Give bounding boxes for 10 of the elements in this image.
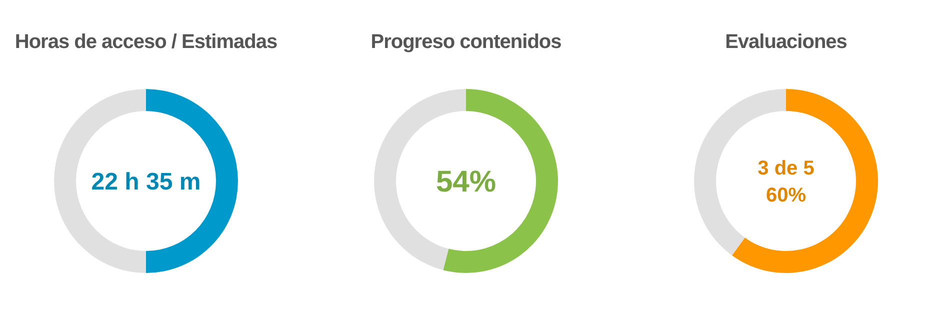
text: 54%	[436, 166, 496, 198]
text: 60%	[766, 184, 806, 206]
text: 22 h 35 m	[91, 168, 201, 196]
donut-slice	[732, 89, 878, 273]
text: 3 de 5	[758, 158, 814, 180]
chart-title: Horas de acceso / Estimadas	[14, 31, 278, 53]
donut-slice	[54, 89, 146, 273]
donut-slice	[146, 89, 238, 273]
chart-title: Progreso contenidos	[370, 31, 562, 53]
chart-title: Evaluaciones	[725, 31, 848, 53]
